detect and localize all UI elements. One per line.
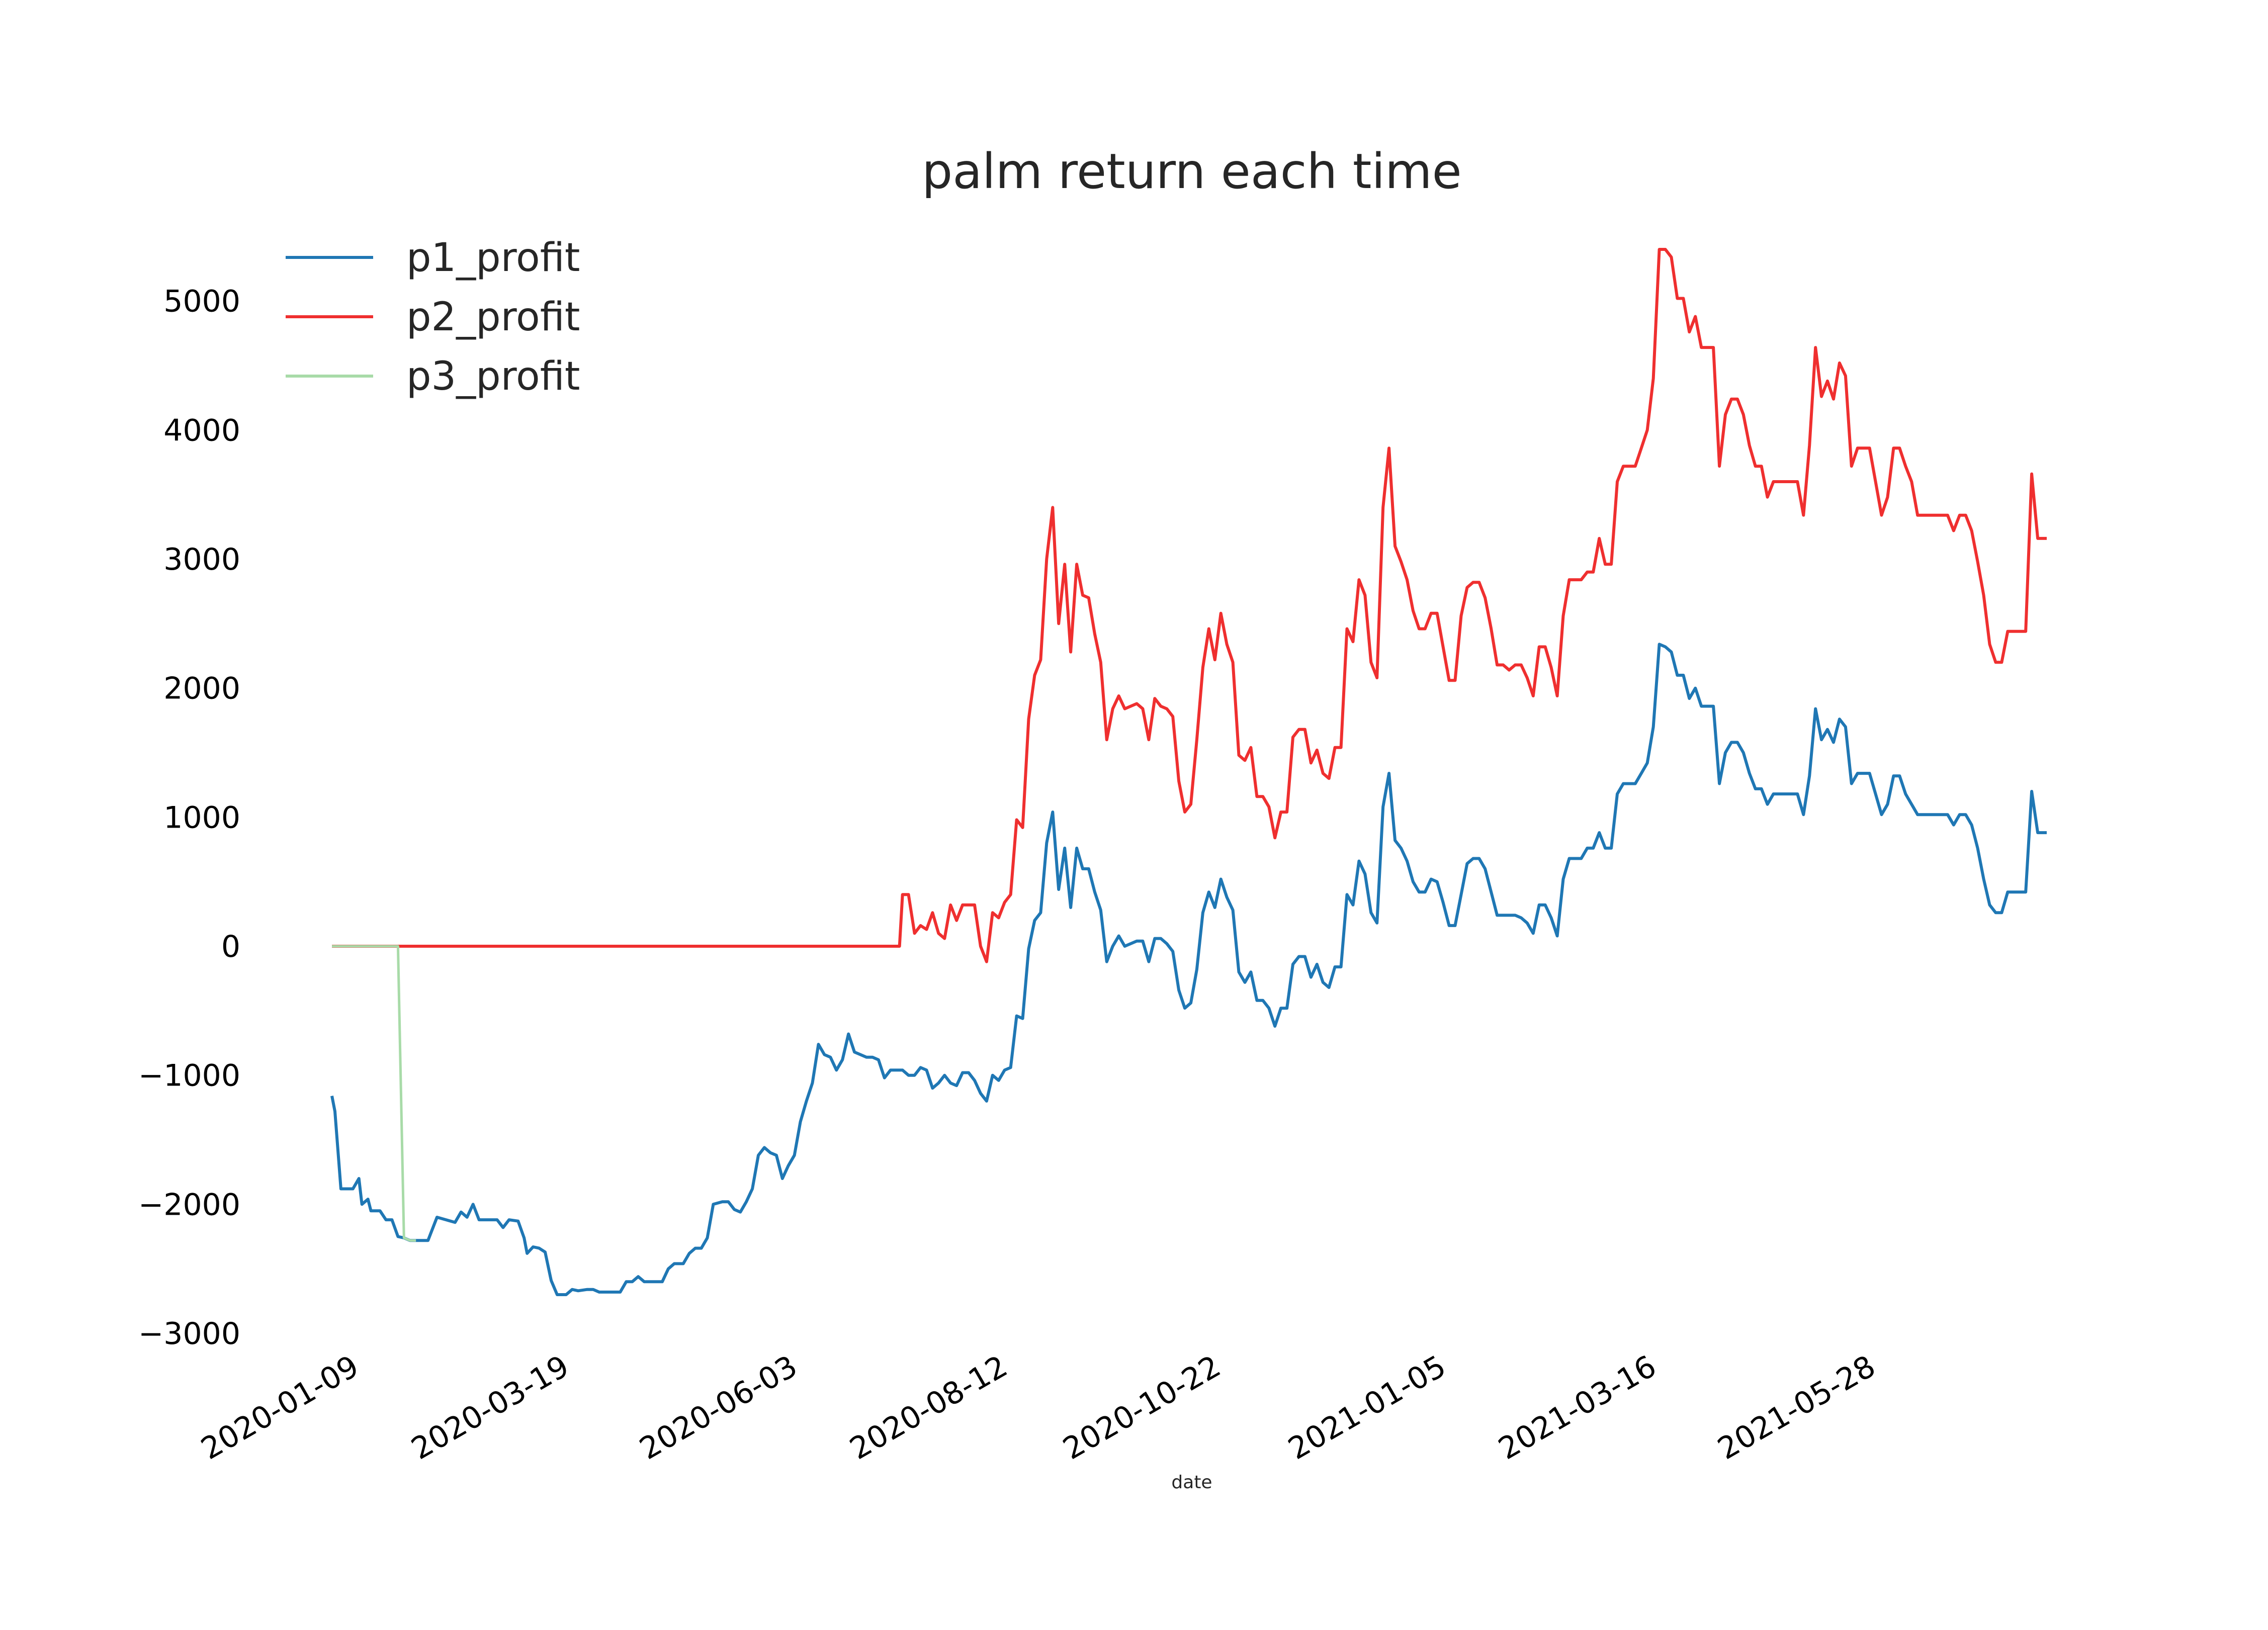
y-tick-label: 4000 [163, 413, 240, 448]
y-axis-ticks: −3000 −2000 −1000 0 1000 2000 3000 4000 5000 [138, 284, 240, 1351]
chart-title: palm return each time [922, 143, 1461, 200]
series-line-p2-profit [332, 248, 2047, 963]
y-tick-label: 0 [221, 929, 240, 964]
y-tick-label: −1000 [138, 1058, 240, 1094]
y-tick-label: −2000 [138, 1187, 240, 1222]
y-tick-label: −3000 [138, 1316, 240, 1351]
legend-label: p1_profit [406, 235, 580, 281]
y-tick-label: 2000 [163, 671, 240, 706]
legend-label: p2_profit [406, 295, 580, 340]
x-axis-label: date [1171, 1472, 1212, 1493]
series-line-p1-profit [330, 643, 2047, 1296]
y-tick-label: 1000 [163, 800, 240, 835]
y-tick-label: 5000 [163, 284, 240, 319]
series-line-p3-profit [332, 945, 416, 1242]
legend: p1_profit p2_profit p3_profit [286, 235, 580, 399]
series-layer [330, 248, 2047, 1296]
legend-label: p3_profit [406, 354, 580, 399]
y-tick-label: 3000 [163, 542, 240, 577]
